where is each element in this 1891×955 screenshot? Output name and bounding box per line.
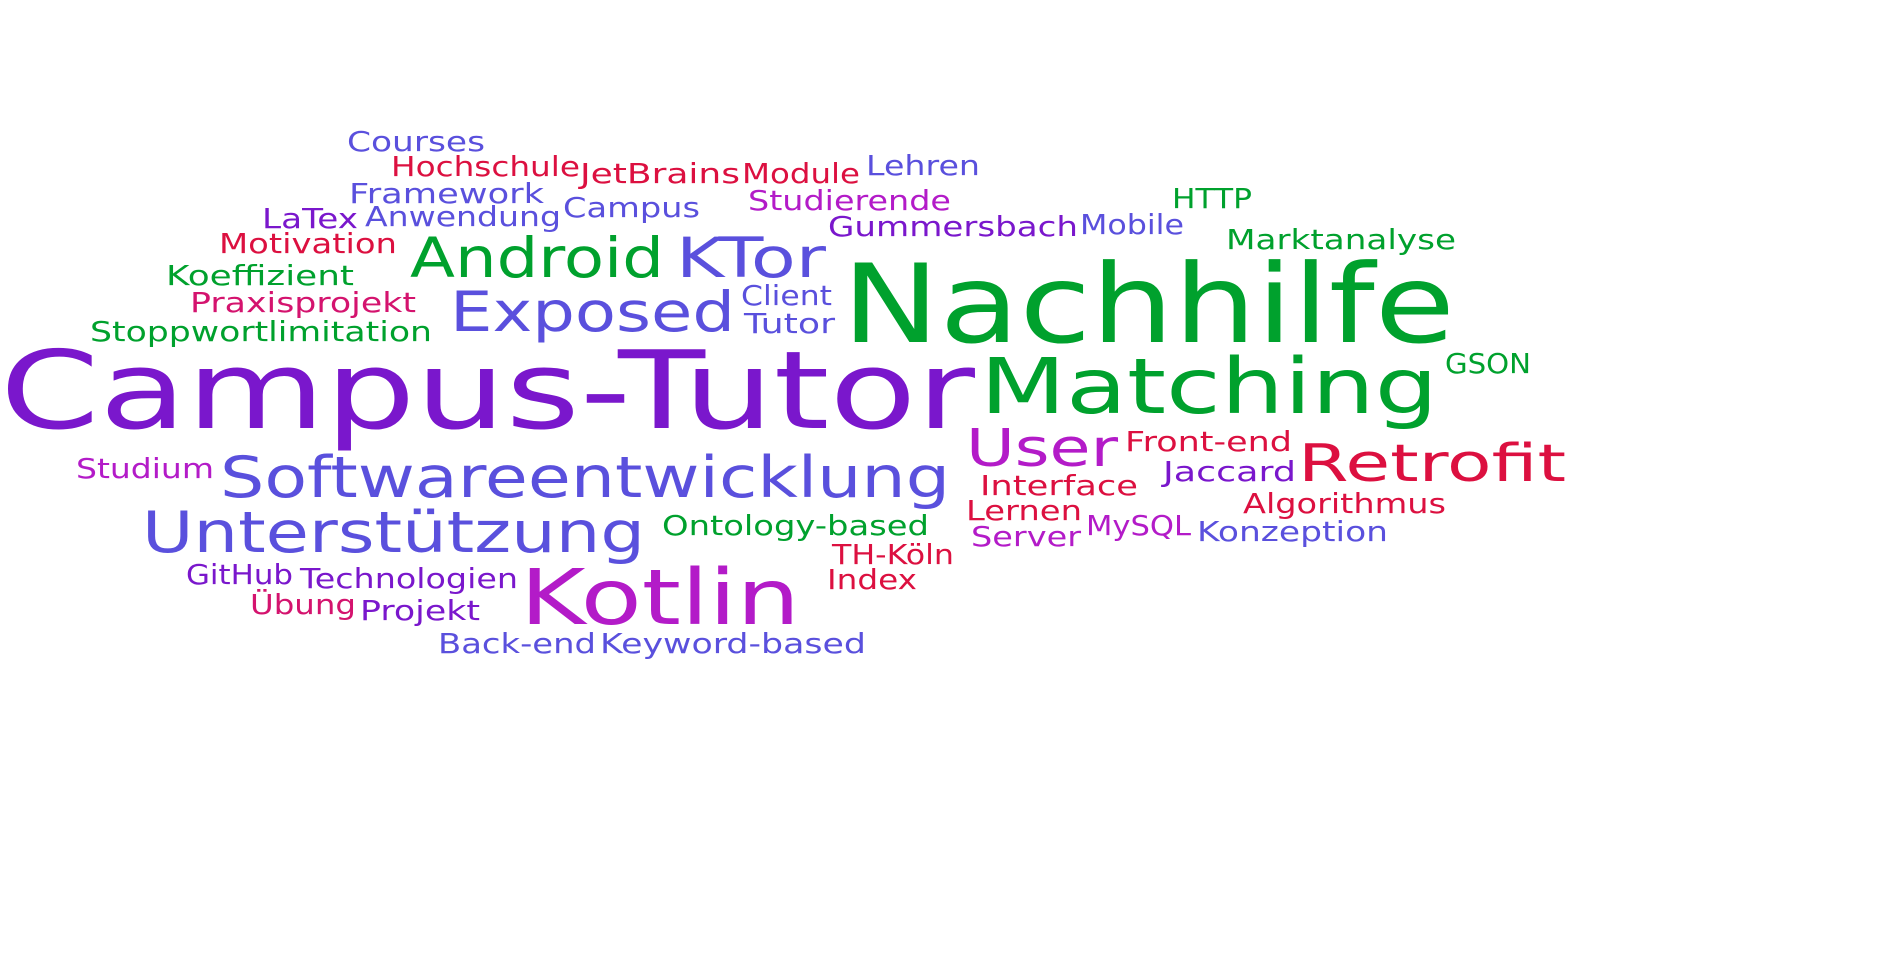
word-algorithmus: Algorithmus [1243,487,1447,520]
word-studium: Studium [76,452,214,485]
word-matching: Matching [980,343,1439,432]
word-kotlin: Kotlin [520,554,800,643]
word-courses: Courses [347,125,486,158]
word-praxisprojekt: Praxisprojekt [190,286,417,319]
word-framework: Framework [349,177,545,210]
word-lernen: Lernen [966,494,1083,527]
word-gson: GSON [1445,347,1531,380]
word-unterstuetzung: Unterstützung [142,500,645,566]
word-campus-tutor: Campus-Tutor [0,329,975,454]
word-studierende: Studierende [748,184,951,217]
word-ontology-based: Ontology-based [662,509,929,542]
word-front-end: Front-end [1125,425,1292,458]
word-jetbrains: JetBrains [580,157,741,190]
word-server: Server [971,520,1082,553]
word-module: Module [742,157,860,190]
word-uebung: Übung [250,588,357,621]
word-softwareentwicklung: Softwareentwicklung [220,445,951,511]
word-index: Index [827,563,917,596]
word-gummersbach: Gummersbach [828,210,1078,243]
word-hochschule: Hochschule [391,150,580,183]
word-konzeption: Konzeption [1197,515,1389,548]
word-campus: Campus [563,191,701,224]
word-client: Client [741,279,833,312]
word-lehren: Lehren [866,149,981,182]
word-back-end: Back-end [438,627,597,660]
word-marktanalyse: Marktanalyse [1226,223,1457,256]
word-http: HTTP [1172,182,1252,215]
word-exposed: Exposed [450,280,735,344]
word-latex: LaTex [262,202,358,235]
word-interface: Interface [980,469,1139,502]
word-th-koeln: TH-Köln [832,538,955,571]
word-koeffizient: Koeffizient [166,259,354,292]
word-jaccard: Jaccard [1163,455,1296,488]
word-github: GitHub [186,558,293,591]
word-nachhilfe: Nachhilfe [842,241,1455,368]
word-tutor: Tutor [744,307,836,340]
word-retrofit: Retrofit [1298,434,1567,494]
word-android: Android [410,226,664,290]
word-motivation: Motivation [219,227,397,260]
word-user: User [966,419,1119,479]
word-stoppwortlimitation: Stoppwortlimitation [90,315,433,348]
word-mysql: MySQL [1086,509,1192,542]
word-ktor: KTor [676,226,827,290]
word-mobile: Mobile [1080,208,1185,241]
word-anwendung: Anwendung [365,200,562,233]
word-projekt: Projekt [360,594,480,627]
word-technologien: Technologien [300,562,519,595]
word-keyword-based: Keyword-based [600,627,866,660]
